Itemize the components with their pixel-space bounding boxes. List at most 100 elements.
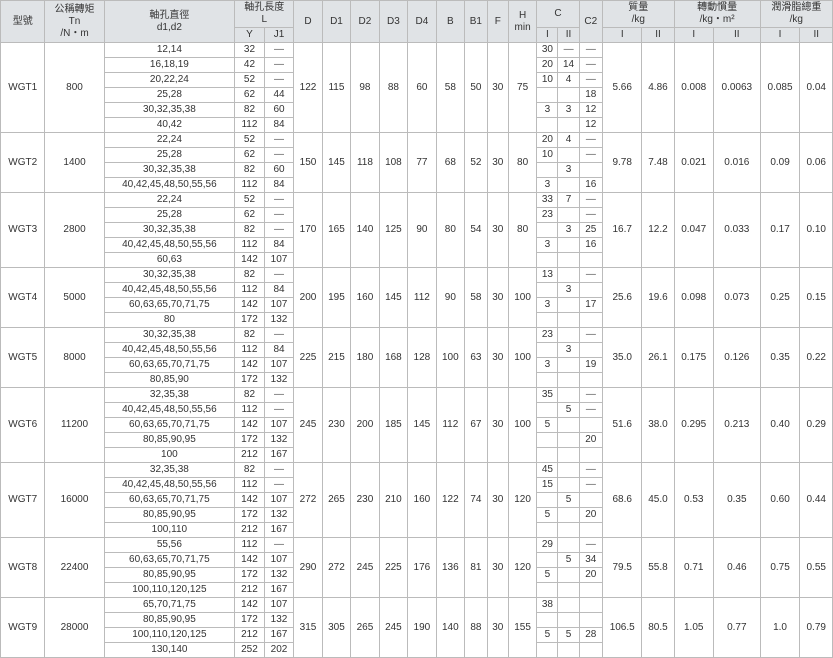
- cell: 67: [465, 388, 488, 463]
- cell: [558, 643, 579, 658]
- cell: 32,35,38: [104, 463, 235, 478]
- cell: 82: [235, 388, 265, 403]
- hdr-iI: I: [674, 28, 713, 43]
- cell: 112: [235, 238, 265, 253]
- cell: 165: [322, 193, 350, 268]
- cell: 125: [379, 193, 407, 268]
- cell: 50: [465, 43, 488, 133]
- hdr-mII: II: [642, 28, 674, 43]
- table-row: WGT71600032,35,3882—27226523021016012274…: [1, 463, 833, 478]
- cell: 0.35: [760, 328, 800, 388]
- cell: 5: [537, 418, 558, 433]
- cell: 30: [487, 43, 508, 133]
- cell: 84: [264, 238, 294, 253]
- cell: [558, 583, 579, 598]
- cell: 800: [45, 43, 104, 133]
- cell: WGT8: [1, 538, 45, 598]
- cell: 5.66: [603, 43, 642, 133]
- cell: 75: [508, 43, 536, 133]
- cell: 80: [508, 193, 536, 268]
- cell: [537, 433, 558, 448]
- hdr-grease: 潤滑脂總重/kg: [760, 1, 832, 28]
- cell: 115: [322, 43, 350, 133]
- cell: 52: [235, 193, 265, 208]
- cell: 20: [537, 58, 558, 73]
- cell: 107: [264, 358, 294, 373]
- cell: 5: [558, 553, 579, 568]
- cell: 170: [294, 193, 322, 268]
- cell: 0.021: [674, 133, 713, 193]
- cell: 33: [537, 193, 558, 208]
- cell: [558, 268, 579, 283]
- cell: 0.53: [674, 463, 713, 538]
- cell: 200: [351, 388, 379, 463]
- cell: 0.295: [674, 388, 713, 463]
- hdr-mass: 質量/kg: [603, 1, 675, 28]
- cell: [537, 583, 558, 598]
- cell: 74: [465, 463, 488, 538]
- cell: 19: [579, 358, 602, 373]
- cell: —: [558, 43, 579, 58]
- cell: 0.60: [760, 463, 800, 538]
- cell: 40,42,45,48,50,55,56: [104, 478, 235, 493]
- table-header: 型號 公稱轉矩Tn/N・m 軸孔直徑d1,d2 軸孔長度L D D1 D2 D3…: [1, 1, 833, 43]
- cell: 0.55: [800, 538, 833, 598]
- cell: —: [579, 208, 602, 223]
- cell: 0.22: [800, 328, 833, 388]
- cell: 0.40: [760, 388, 800, 463]
- cell: 132: [264, 313, 294, 328]
- cell: [537, 448, 558, 463]
- cell: 0.047: [674, 193, 713, 268]
- cell: 32: [235, 43, 265, 58]
- cell: [558, 313, 579, 328]
- cell: 132: [264, 568, 294, 583]
- cell: 185: [379, 388, 407, 463]
- cell: 225: [379, 538, 407, 598]
- cell: 19.6: [642, 268, 674, 328]
- cell: 122: [436, 463, 464, 538]
- cell: [579, 163, 602, 178]
- cell: 130,140: [104, 643, 235, 658]
- cell: [579, 598, 602, 613]
- cell: [558, 148, 579, 163]
- cell: 172: [235, 373, 265, 388]
- cell: —: [579, 73, 602, 88]
- cell: 40,42: [104, 118, 235, 133]
- cell: 45: [537, 463, 558, 478]
- hdr-D2: D2: [351, 1, 379, 43]
- hdr-model: 型號: [1, 1, 45, 43]
- cell: 112: [408, 268, 436, 328]
- cell: 315: [294, 598, 322, 658]
- cell: —: [579, 148, 602, 163]
- cell: 60,63,65,70,71,75: [104, 493, 235, 508]
- cell: 150: [294, 133, 322, 193]
- cell: 100: [104, 448, 235, 463]
- cell: 82: [235, 223, 265, 238]
- cell: 30,32,35,38: [104, 328, 235, 343]
- hdr-D1: D1: [322, 1, 350, 43]
- cell: 112: [235, 478, 265, 493]
- cell: 140: [436, 598, 464, 658]
- cell: 212: [235, 583, 265, 598]
- cell: WGT1: [1, 43, 45, 133]
- cell: 5: [558, 493, 579, 508]
- cell: 3: [558, 343, 579, 358]
- cell: 16: [579, 178, 602, 193]
- cell: 100,110: [104, 523, 235, 538]
- cell: [558, 523, 579, 538]
- hdr-mI: I: [603, 28, 642, 43]
- cell: WGT5: [1, 328, 45, 388]
- cell: 118: [351, 133, 379, 193]
- cell: 22400: [45, 538, 104, 598]
- cell: [558, 568, 579, 583]
- cell: 112: [235, 283, 265, 298]
- cell: 172: [235, 568, 265, 583]
- hdr-gI: I: [760, 28, 800, 43]
- cell: 0.46: [713, 538, 760, 598]
- cell: [579, 343, 602, 358]
- cell: 40,42,45,48,50,55,56: [104, 343, 235, 358]
- cell: —: [264, 478, 294, 493]
- cell: —: [264, 73, 294, 88]
- cell: 142: [235, 553, 265, 568]
- cell: 63: [465, 328, 488, 388]
